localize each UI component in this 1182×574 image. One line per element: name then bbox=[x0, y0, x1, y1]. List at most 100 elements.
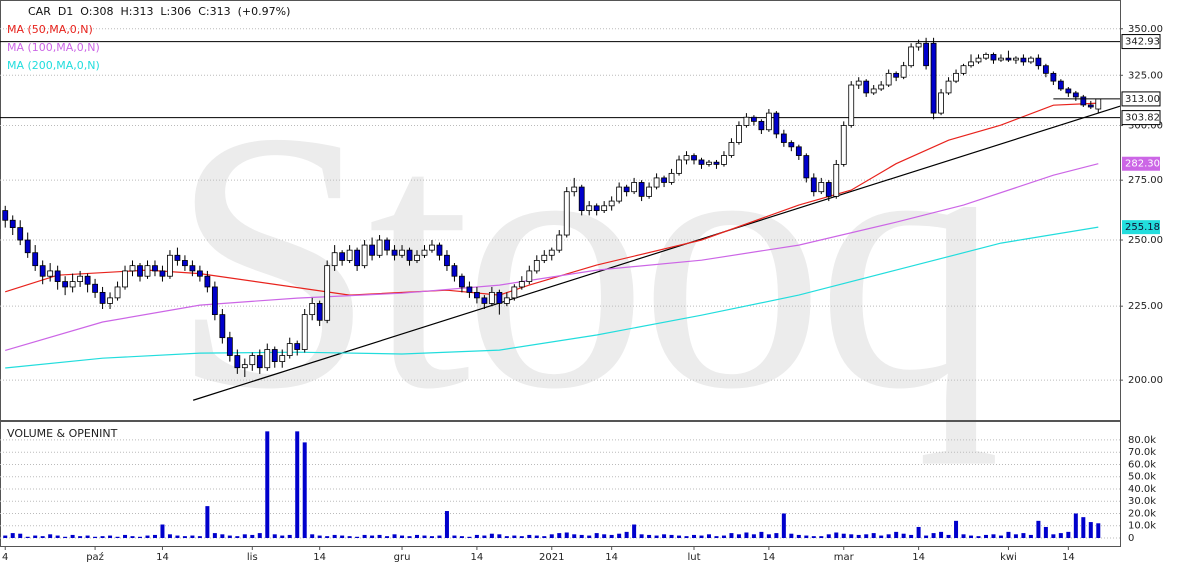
value-label-box bbox=[1122, 220, 1160, 235]
candle-body bbox=[661, 177, 667, 183]
volume-bar bbox=[901, 533, 906, 538]
volume-bar bbox=[946, 534, 951, 538]
volume-bar bbox=[751, 534, 756, 538]
volume-bar bbox=[265, 431, 270, 538]
candle-body bbox=[1065, 88, 1072, 94]
candle-body bbox=[451, 265, 458, 277]
candle-body bbox=[174, 254, 181, 261]
x-tick-label: paź bbox=[86, 551, 104, 563]
candle-body bbox=[676, 159, 682, 174]
volume-bar bbox=[55, 535, 60, 538]
volume-bar bbox=[250, 534, 255, 538]
candle-body bbox=[541, 254, 548, 261]
candle-body bbox=[518, 281, 525, 288]
volume-bar bbox=[78, 536, 83, 538]
volume-bar bbox=[826, 534, 831, 538]
volume-bar bbox=[924, 535, 929, 538]
candle-body bbox=[159, 270, 166, 277]
volume-bar bbox=[362, 534, 367, 538]
candle-body bbox=[39, 265, 46, 277]
y-tick-label: 0 bbox=[1128, 533, 1134, 544]
volume-bar bbox=[1051, 534, 1056, 538]
candle-body bbox=[893, 72, 900, 78]
candle-body bbox=[1005, 57, 1012, 61]
candle-body bbox=[751, 116, 757, 122]
candle-body bbox=[391, 249, 398, 256]
candle-body bbox=[144, 265, 151, 277]
candle-body bbox=[249, 355, 256, 366]
volume-bar bbox=[325, 536, 330, 538]
candle-body bbox=[99, 291, 106, 304]
candle-body bbox=[399, 249, 405, 256]
candle-body bbox=[601, 205, 608, 211]
volume-bar bbox=[1006, 531, 1011, 538]
candle-body bbox=[324, 265, 331, 321]
moving-average bbox=[5, 102, 1099, 296]
candle-body bbox=[855, 80, 862, 86]
x-tick-label: 14 bbox=[605, 552, 618, 563]
candle-body bbox=[421, 249, 428, 256]
volume-bar bbox=[407, 536, 412, 538]
candle-body bbox=[1013, 57, 1019, 61]
volume-bar bbox=[1066, 531, 1071, 538]
candle-body bbox=[294, 343, 301, 350]
level-label: 303.82 bbox=[1125, 113, 1160, 124]
volume-bar bbox=[804, 535, 809, 538]
candle-body bbox=[721, 155, 727, 165]
candle-body bbox=[226, 337, 233, 356]
volume-bar bbox=[602, 534, 607, 538]
volume-bar bbox=[115, 536, 120, 538]
candle-body bbox=[923, 42, 929, 67]
candle-body bbox=[938, 92, 944, 114]
candle-body bbox=[406, 249, 413, 261]
level-label: 342.93 bbox=[1125, 37, 1160, 48]
volume-bar bbox=[25, 536, 30, 538]
volume-bar bbox=[182, 536, 187, 538]
volume-bar bbox=[242, 534, 247, 538]
candle-body bbox=[885, 72, 892, 86]
volume-bar bbox=[1013, 534, 1018, 538]
candle-body bbox=[414, 254, 420, 261]
volume-bar bbox=[459, 536, 464, 538]
y-tick-label: 350.00 bbox=[1128, 24, 1163, 35]
volume-bar bbox=[415, 534, 420, 538]
volume-bar bbox=[542, 536, 547, 538]
volume-bar bbox=[220, 534, 225, 538]
volume-bar bbox=[482, 535, 487, 538]
volume-bar bbox=[871, 533, 876, 538]
volume-bar bbox=[3, 535, 8, 538]
volume-bar bbox=[295, 431, 300, 538]
volume-bar bbox=[534, 535, 539, 538]
volume-bar bbox=[706, 534, 711, 538]
candle-body bbox=[1087, 104, 1094, 108]
candle-body bbox=[77, 275, 84, 282]
candle-body bbox=[653, 177, 660, 188]
candle-body bbox=[908, 46, 915, 67]
last-price-label: 313.00 bbox=[1125, 94, 1160, 105]
volume-bar bbox=[841, 533, 846, 538]
y-tick-label: 250.00 bbox=[1128, 235, 1163, 246]
x-tick-label: lut bbox=[687, 552, 700, 563]
candle-body bbox=[137, 265, 143, 277]
candle-body bbox=[488, 291, 495, 304]
candle-body bbox=[219, 314, 226, 339]
x-tick-label: 14 bbox=[156, 552, 169, 563]
candle-body bbox=[533, 260, 540, 272]
watermark: Stooq bbox=[170, 56, 996, 466]
volume-bar bbox=[422, 535, 427, 538]
volume-bar bbox=[714, 536, 719, 538]
volume-bar bbox=[617, 533, 622, 538]
volume-bar bbox=[969, 535, 974, 538]
volume-bar bbox=[48, 534, 53, 538]
volume-bar bbox=[332, 534, 337, 538]
volume-bar bbox=[774, 533, 779, 538]
volume-bar bbox=[909, 534, 914, 538]
candle-body bbox=[1057, 80, 1064, 90]
candle-body bbox=[646, 186, 652, 197]
volume-bar bbox=[736, 534, 741, 538]
candle-body bbox=[698, 159, 705, 165]
volume-bar bbox=[444, 511, 449, 538]
candle-body bbox=[900, 65, 907, 78]
legend-entry: MA (100,MA,0,N) bbox=[7, 41, 100, 54]
candle-body bbox=[803, 155, 810, 179]
